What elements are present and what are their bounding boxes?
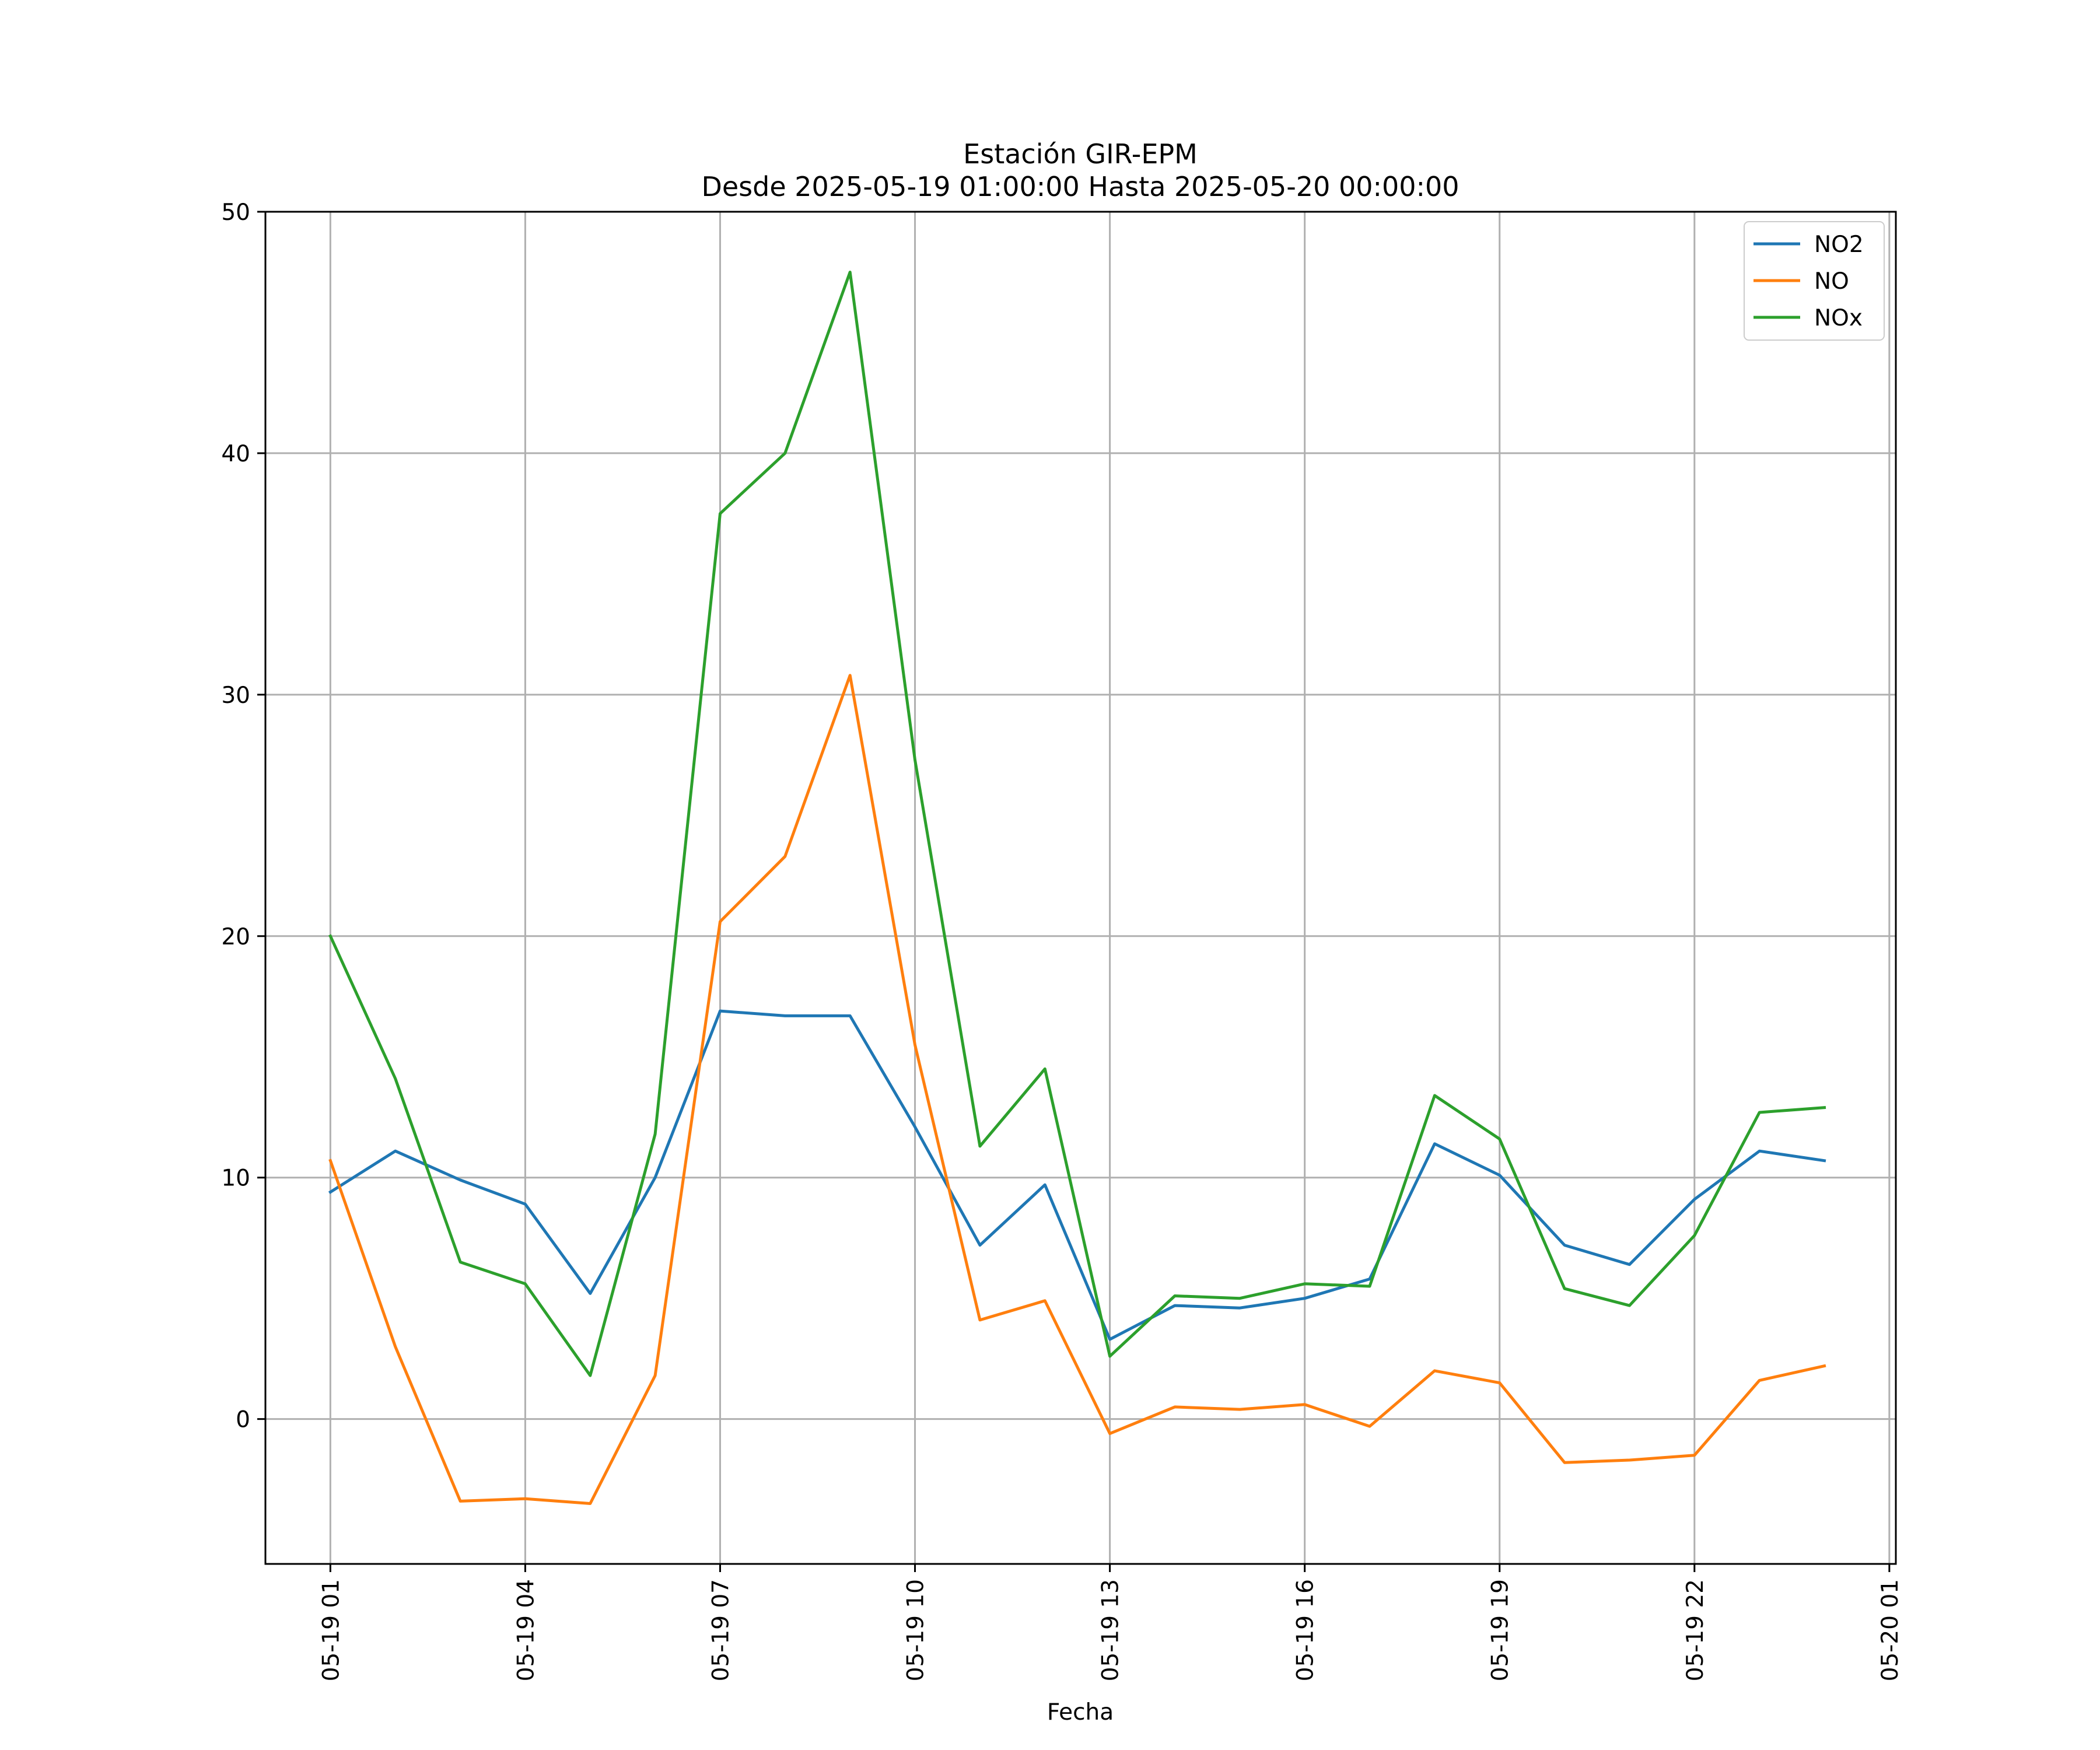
legend-label: NO bbox=[1814, 268, 1849, 295]
series-line-no2 bbox=[328, 1009, 1826, 1341]
series-lines bbox=[328, 271, 1826, 1505]
series-line-no bbox=[328, 674, 1826, 1505]
plot-frame bbox=[264, 211, 1897, 1565]
x-axis: 05-19 01 05-19 04 05-19 07 05-19 10 05-19 13… bbox=[318, 1564, 1903, 1681]
chart-title: Estación GIR-EPM bbox=[963, 138, 1198, 170]
chart-subtitle: Desde 2025-05-19 01:00:00 Hasta 2025-05-… bbox=[701, 171, 1459, 202]
y-tick-label: 0 bbox=[236, 1407, 250, 1433]
y-tick-label: 10 bbox=[221, 1166, 250, 1192]
legend: NO2 NO NOx bbox=[1744, 221, 1885, 341]
series-line-nox bbox=[328, 271, 1826, 1377]
x-tick-label: 05-19 13 bbox=[1098, 1579, 1124, 1681]
y-tick-label: 20 bbox=[221, 924, 250, 950]
x-tick-label: 05-19 01 bbox=[318, 1579, 344, 1681]
x-axis-label: Fecha bbox=[1047, 1699, 1114, 1726]
x-tick-label: 05-19 04 bbox=[513, 1579, 539, 1681]
y-tick-label: 30 bbox=[221, 682, 250, 709]
x-tick-label: 05-19 19 bbox=[1488, 1579, 1514, 1681]
x-tick-label: 05-19 10 bbox=[903, 1579, 929, 1681]
y-tick-label: 40 bbox=[221, 441, 250, 467]
legend-box bbox=[1744, 221, 1885, 341]
y-tick-label: 50 bbox=[221, 200, 250, 226]
legend-label: NO2 bbox=[1814, 232, 1864, 258]
legend-label: NOx bbox=[1814, 305, 1863, 331]
y-axis: 0 10 20 30 40 50 bbox=[221, 200, 265, 1433]
x-tick-label: 05-20 01 bbox=[1877, 1579, 1903, 1681]
x-tick-label: 05-19 22 bbox=[1682, 1579, 1709, 1681]
x-tick-label: 05-19 07 bbox=[708, 1579, 734, 1681]
x-tick-label: 05-19 16 bbox=[1293, 1579, 1319, 1681]
